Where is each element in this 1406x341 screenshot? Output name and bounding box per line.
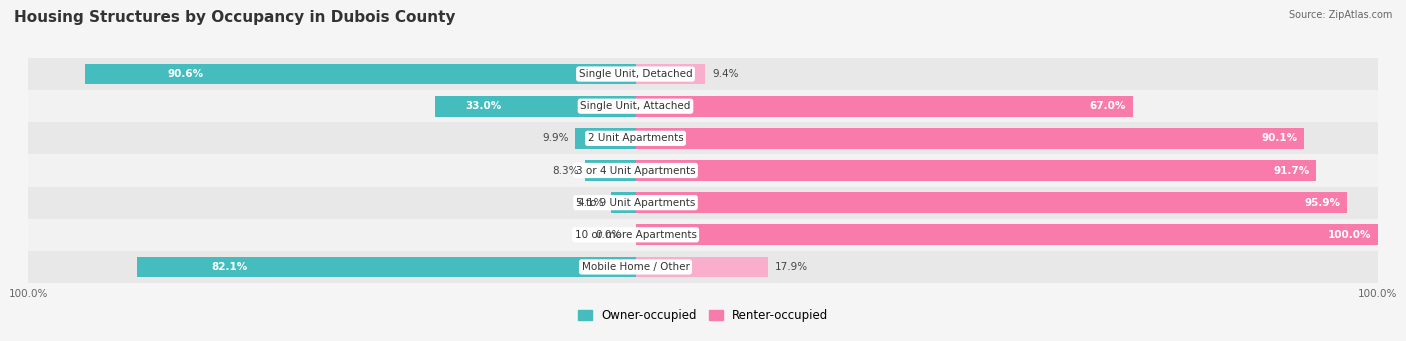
Text: 4.1%: 4.1% [578,198,603,208]
Text: 100.0%: 100.0% [1327,230,1371,240]
Bar [575,128,636,149]
Text: 33.0%: 33.0% [465,101,502,111]
Text: Single Unit, Detached: Single Unit, Detached [579,69,692,79]
Bar [434,96,636,117]
Text: 67.0%: 67.0% [1090,101,1126,111]
Text: 90.1%: 90.1% [1261,133,1298,143]
Bar [28,58,1378,90]
Bar [610,192,636,213]
Bar [28,122,1378,154]
Text: 2 Unit Apartments: 2 Unit Apartments [588,133,683,143]
Text: Single Unit, Attached: Single Unit, Attached [581,101,690,111]
Bar [28,219,1378,251]
Text: 5 to 9 Unit Apartments: 5 to 9 Unit Apartments [576,198,695,208]
Text: 3 or 4 Unit Apartments: 3 or 4 Unit Apartments [575,165,696,176]
Text: Housing Structures by Occupancy in Dubois County: Housing Structures by Occupancy in Duboi… [14,10,456,25]
Text: 8.3%: 8.3% [551,165,578,176]
Text: 82.1%: 82.1% [212,262,247,272]
Bar [28,90,1378,122]
Bar [636,96,1133,117]
Text: Mobile Home / Other: Mobile Home / Other [582,262,689,272]
Text: 10 or more Apartments: 10 or more Apartments [575,230,696,240]
Bar [136,256,636,278]
Text: 95.9%: 95.9% [1305,198,1341,208]
Bar [636,64,706,85]
Bar [636,224,1378,245]
Bar [585,160,636,181]
Bar [28,187,1378,219]
Text: 9.4%: 9.4% [711,69,738,79]
Bar [636,160,1316,181]
Bar [636,192,1347,213]
Bar [86,64,636,85]
Text: 0.0%: 0.0% [596,230,621,240]
Bar [28,154,1378,187]
Bar [636,128,1305,149]
Text: 9.9%: 9.9% [543,133,568,143]
Text: 90.6%: 90.6% [167,69,204,79]
Bar [636,256,769,278]
Text: 17.9%: 17.9% [775,262,808,272]
Legend: Owner-occupied, Renter-occupied: Owner-occupied, Renter-occupied [572,304,834,327]
Text: 91.7%: 91.7% [1274,165,1309,176]
Text: Source: ZipAtlas.com: Source: ZipAtlas.com [1288,10,1392,20]
Bar [28,251,1378,283]
